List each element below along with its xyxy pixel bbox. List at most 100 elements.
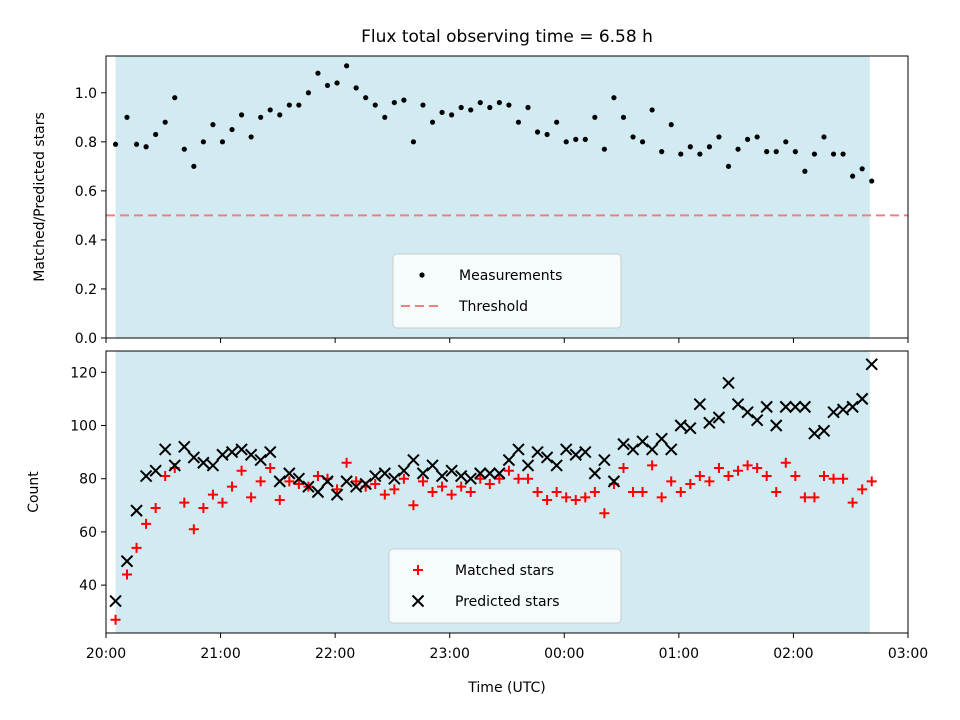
predicted-star-point <box>865 358 878 371</box>
measurement-point <box>248 134 254 140</box>
y-tick-label: 0.2 <box>75 282 97 298</box>
predicted-star-point <box>712 411 726 424</box>
measurement-point <box>258 114 264 120</box>
measurement-point <box>410 139 417 145</box>
predicted-star-point <box>283 467 296 480</box>
predicted-star-point <box>397 464 411 477</box>
predicted-star-point <box>636 435 649 448</box>
matched-star-point <box>446 489 457 500</box>
measurement-point <box>449 112 455 118</box>
measurement-point <box>363 95 369 101</box>
matched-star-point <box>503 465 514 476</box>
predicted-star-point <box>388 472 401 485</box>
matched-star-point <box>857 484 868 495</box>
measurement-point <box>544 131 550 138</box>
predicted-star-point <box>426 459 439 472</box>
measurement-point <box>429 119 436 125</box>
predicted-star-point <box>655 432 668 445</box>
matched-star-point <box>838 473 849 484</box>
predicted-star-point <box>321 475 334 488</box>
y-axis-label: Count <box>26 471 42 513</box>
matched-star-point <box>694 471 705 482</box>
predicted-star-point <box>722 376 735 390</box>
predicted-star-point <box>139 469 153 483</box>
matched-star-point <box>828 473 839 484</box>
predicted-star-point <box>779 400 792 414</box>
y-tick-label: 0.0 <box>75 331 97 347</box>
predicted-star-point <box>731 398 745 411</box>
predicted-star-point <box>483 467 497 480</box>
measurement-point <box>687 144 693 150</box>
matched-star-point <box>484 479 495 490</box>
axes-frame <box>105 350 909 634</box>
matched-star-point <box>341 457 352 468</box>
measurement-point <box>697 151 703 157</box>
axes-frame <box>105 55 909 339</box>
y-tick-label: 40 <box>79 578 97 594</box>
legend-label: Measurements <box>459 268 562 284</box>
matched-star-point <box>713 463 724 474</box>
matched-star-point <box>818 471 829 482</box>
measurement-point <box>153 131 159 138</box>
matched-star-point <box>475 473 486 484</box>
predicted-star-point <box>770 419 783 432</box>
matched-star-point <box>370 479 381 490</box>
predicted-star-point <box>760 400 773 414</box>
measurement-point <box>582 136 588 142</box>
measurement-point <box>869 178 875 184</box>
matched-star-point <box>198 502 209 513</box>
measurement-point <box>315 70 321 76</box>
x-tick-label: 03:00 <box>888 646 928 662</box>
matched-star-point <box>656 492 667 503</box>
matched-star-point <box>188 524 199 535</box>
y-tick-label: 60 <box>79 525 97 541</box>
matched-star-point <box>809 492 820 503</box>
predicted-star-point <box>665 443 678 456</box>
predicted-star-point <box>598 453 611 467</box>
matched-star-point <box>542 494 553 505</box>
measurement-point <box>506 102 512 108</box>
predicted-star-point <box>264 445 277 459</box>
predicted-star-point <box>235 443 248 456</box>
predicted-star-point <box>292 472 306 485</box>
measurement-point <box>324 82 331 89</box>
predicted-star-point <box>359 477 372 491</box>
matched-star-point <box>179 497 190 508</box>
measurement-point <box>334 80 340 86</box>
matched-star-point <box>780 457 791 468</box>
matched-star-point <box>427 487 438 497</box>
predicted-star-point <box>846 400 859 414</box>
y-tick-label: 100 <box>70 418 97 434</box>
matched-star-point <box>704 476 715 487</box>
measurement-point <box>143 144 149 150</box>
x-tick-label: 21:00 <box>200 646 240 662</box>
matched-star-point <box>265 463 276 474</box>
measurement-point <box>124 114 130 120</box>
predicted-star-point <box>302 480 315 493</box>
measurement-point <box>668 122 674 128</box>
predicted-star-point <box>158 443 172 456</box>
measurement-point <box>649 107 655 113</box>
matched-star-point <box>284 476 295 487</box>
x-tick-label: 01:00 <box>659 646 699 662</box>
measurement-point <box>372 102 378 108</box>
measurement-point <box>219 139 226 145</box>
measurement-point <box>420 102 426 108</box>
measurement-point <box>830 151 837 157</box>
predicted-star-point <box>454 469 468 483</box>
matched-star-point <box>752 463 763 474</box>
measurement-point <box>401 97 407 103</box>
predicted-star-point <box>617 437 630 451</box>
top-panel-ratio: 0.0 0.2 0.4 0.6 0.8 1.0 Matched/Predicted star… <box>32 55 909 347</box>
matched-star-point <box>131 542 142 553</box>
matched-star-point <box>417 476 428 487</box>
legend-plus-marker <box>413 565 423 575</box>
predicted-star-point <box>493 467 506 480</box>
matched-star-point <box>580 492 591 503</box>
measurement-point <box>620 114 627 120</box>
predicted-star-point <box>416 467 430 480</box>
predicted-star-point <box>244 448 258 461</box>
matched-star-point <box>398 473 409 484</box>
predicted-star-point <box>808 427 821 440</box>
